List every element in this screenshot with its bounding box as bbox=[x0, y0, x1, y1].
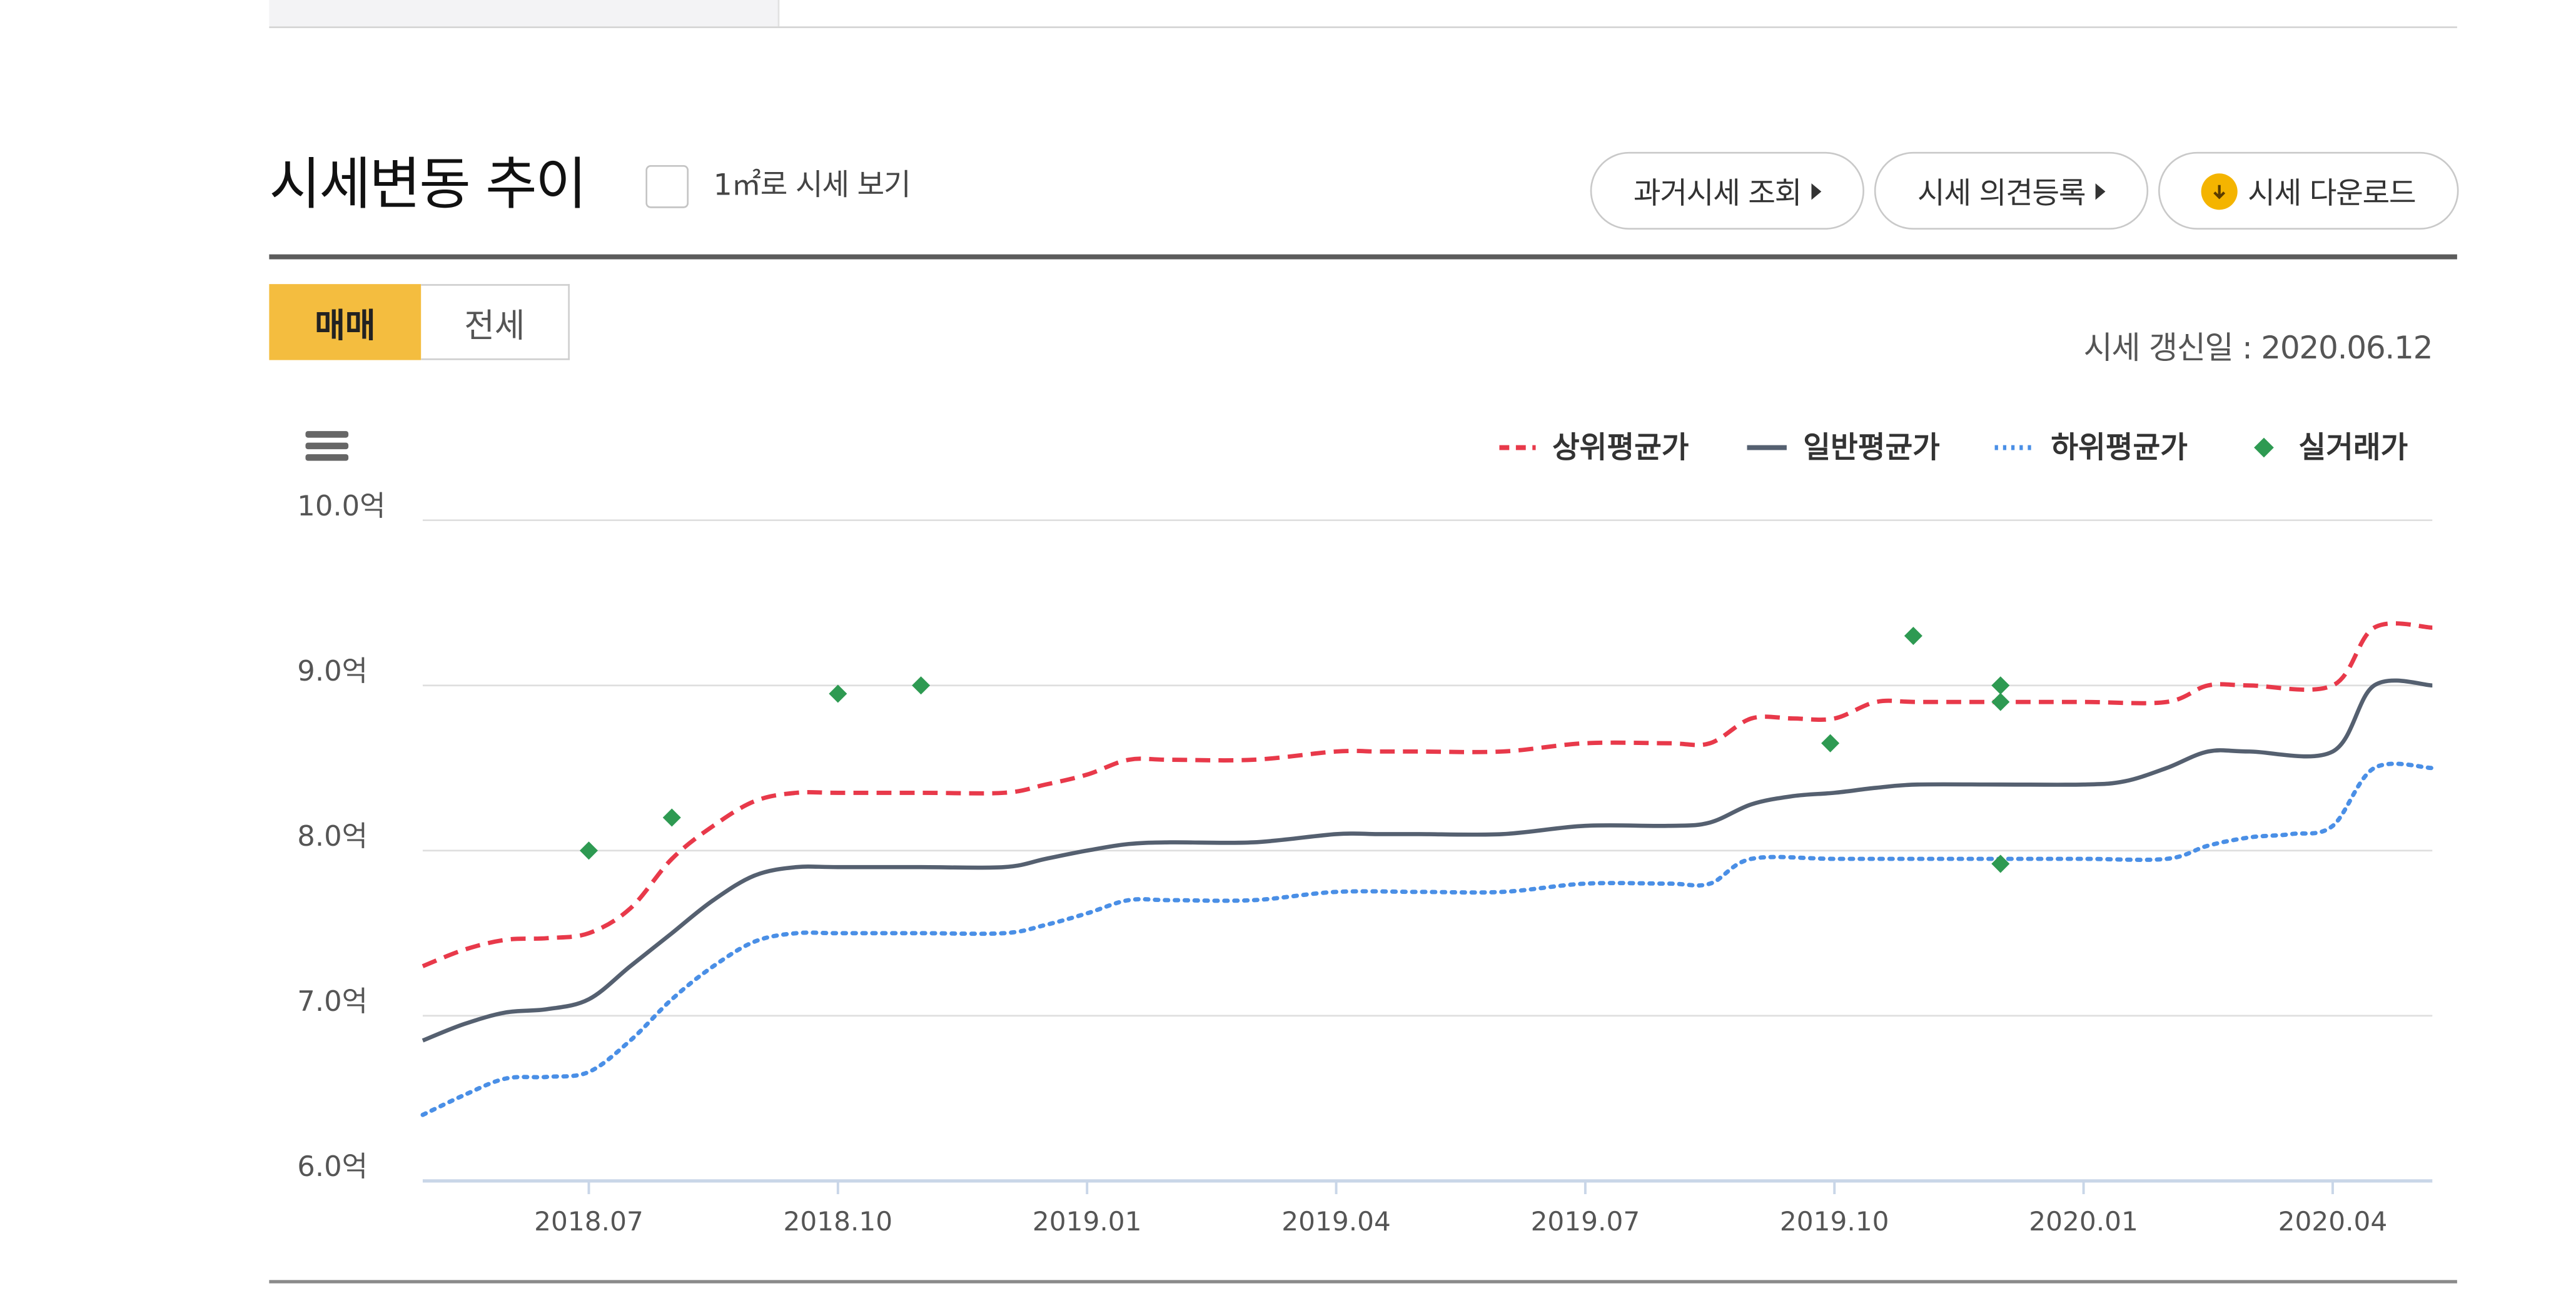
series-line-lower[interactable] bbox=[420, 761, 2435, 1117]
previous-tab-fragment bbox=[269, 0, 780, 27]
x-tick-label: 2019.10 bbox=[1780, 1206, 1889, 1237]
legend-label-general: 일반평균가 bbox=[1803, 430, 1940, 465]
x-tick-label: 2018.10 bbox=[784, 1206, 893, 1237]
section-title: 시세변동 추이 bbox=[269, 151, 587, 218]
actual-trade-point[interactable] bbox=[662, 808, 681, 827]
unit-toggle-checkbox[interactable] bbox=[645, 165, 689, 208]
price-opinion-button-label: 시세 의견등록 bbox=[1917, 176, 2086, 211]
tab-sale[interactable]: 매매 bbox=[269, 284, 422, 360]
bottom-divider bbox=[269, 1280, 2457, 1284]
series-line-general[interactable] bbox=[422, 678, 2433, 1043]
actual-trade-point[interactable] bbox=[1991, 676, 2010, 695]
series-line-upper[interactable] bbox=[422, 621, 2433, 968]
x-tick-label: 2020.01 bbox=[2029, 1206, 2138, 1237]
legend-label-actual: 실거래가 bbox=[2298, 430, 2408, 465]
trade-type-tabs: 매매 전세 bbox=[269, 284, 570, 360]
y-tick-label: 10.0억 bbox=[297, 489, 385, 522]
x-tick-label: 2020.04 bbox=[2278, 1206, 2388, 1237]
chart-series bbox=[420, 621, 2435, 1117]
price-trend-chart: 상위평균가 일반평균가 하위평균가 실거래가 10.0억 9.0억 8.0억 7.0억… bbox=[297, 430, 2435, 1237]
legend-item-general[interactable]: 일반평균가 bbox=[1747, 430, 1940, 465]
chart-gridlines bbox=[422, 519, 2433, 1017]
unit-toggle-label[interactable]: 1㎡로 시세 보기 bbox=[713, 168, 911, 203]
x-axis: 2018.07 2018.10 2019.01 2019.04 2019.07 2019.… bbox=[422, 1179, 2433, 1237]
legend-item-upper[interactable]: 상위평균가 bbox=[1499, 430, 1689, 465]
price-update-date: 시세 갱신일 : 2020.06.12 bbox=[2083, 330, 2433, 367]
actual-trade-point[interactable] bbox=[1991, 854, 2010, 873]
top-divider bbox=[269, 26, 2457, 28]
actual-trade-points bbox=[579, 627, 2010, 873]
legend-label-lower: 하위평균가 bbox=[2051, 430, 2188, 465]
section-divider bbox=[269, 254, 2457, 260]
actual-trade-point[interactable] bbox=[579, 841, 599, 860]
price-opinion-button[interactable]: 시세 의견등록 bbox=[1874, 151, 2149, 230]
actual-trade-point[interactable] bbox=[1821, 734, 1840, 753]
y-tick-label: 9.0억 bbox=[297, 654, 368, 687]
y-tick-label: 6.0억 bbox=[297, 1150, 368, 1183]
actual-trade-point[interactable] bbox=[829, 684, 847, 703]
legend: 상위평균가 일반평균가 하위평균가 실거래가 bbox=[1499, 430, 2408, 465]
past-price-button-label: 과거시세 조회 bbox=[1633, 176, 1802, 211]
download-icon bbox=[2201, 172, 2238, 210]
y-tick-label: 8.0억 bbox=[297, 819, 368, 853]
y-axis-ticks: 10.0억 9.0억 8.0억 7.0억 6.0억 bbox=[297, 489, 385, 1183]
x-tick-label: 2018.07 bbox=[534, 1206, 644, 1237]
y-tick-label: 7.0억 bbox=[297, 985, 368, 1018]
price-download-button-label: 시세 다운로드 bbox=[2248, 176, 2417, 211]
x-tick-label: 2019.01 bbox=[1033, 1206, 1142, 1237]
caret-right-icon bbox=[1811, 182, 1821, 200]
x-tick-label: 2019.07 bbox=[1531, 1206, 1640, 1237]
legend-label-upper: 상위평균가 bbox=[1552, 430, 1689, 465]
actual-trade-point[interactable] bbox=[1904, 627, 1922, 646]
actual-trade-point[interactable] bbox=[1991, 692, 2010, 711]
price-download-button[interactable]: 시세 다운로드 bbox=[2158, 151, 2459, 230]
past-price-button[interactable]: 과거시세 조회 bbox=[1590, 151, 1864, 230]
caret-right-icon bbox=[2095, 182, 2105, 200]
legend-item-lower[interactable]: 하위평균가 bbox=[1994, 430, 2188, 465]
legend-item-actual[interactable]: 실거래가 bbox=[2254, 430, 2408, 465]
actual-trade-point[interactable] bbox=[912, 676, 931, 695]
tab-jeonse[interactable]: 전세 bbox=[421, 284, 570, 360]
x-tick-label: 2019.04 bbox=[1281, 1206, 1391, 1237]
chart-menu-icon[interactable] bbox=[305, 431, 349, 461]
